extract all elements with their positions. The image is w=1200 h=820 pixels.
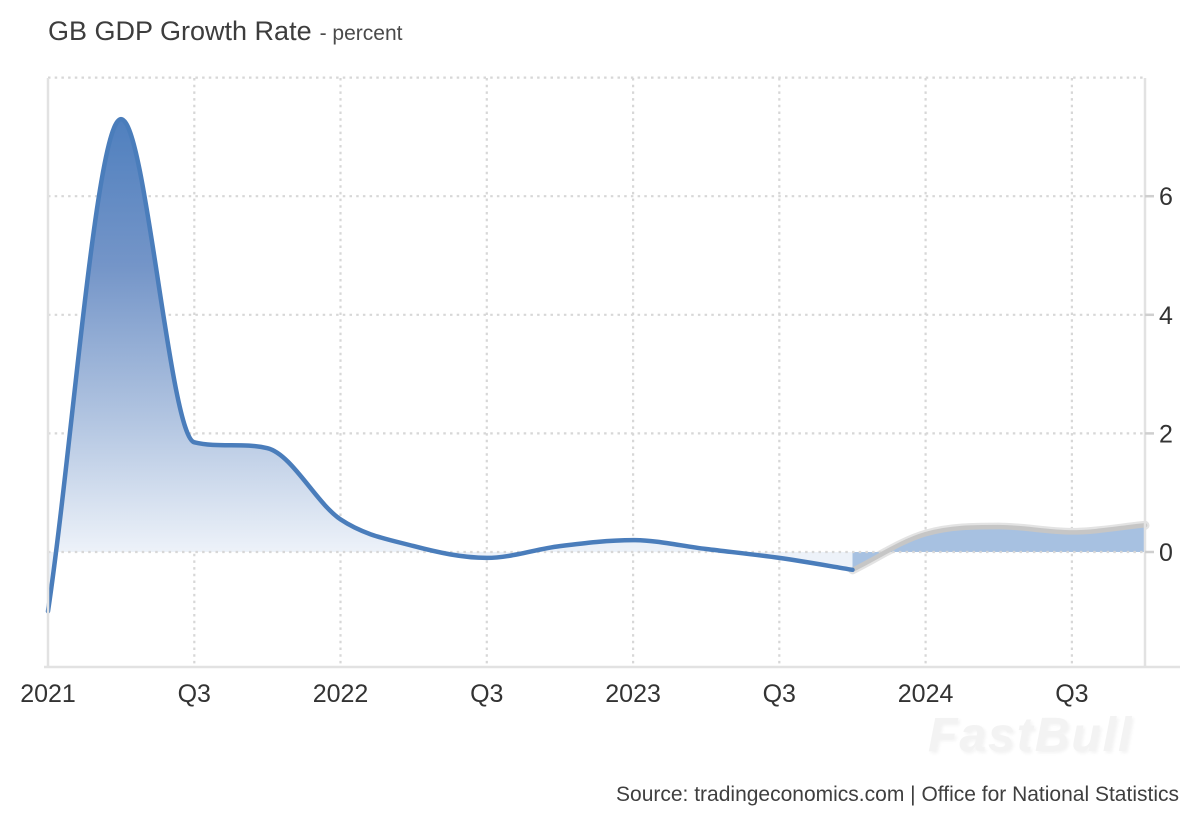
y-tick-label: 6 [1159,183,1173,211]
chart-title-bar: GB GDP Growth Rate - percent [48,16,402,47]
actual-area-fill [48,119,853,612]
y-tick-label: 4 [1159,302,1173,330]
x-tick-label: Q3 [470,680,503,708]
x-tick-label: 2021 [20,680,76,708]
watermark-fastbull: FastBull [928,709,1134,762]
page-title: GB GDP Growth Rate [48,16,312,46]
forecast-line [850,523,1148,573]
x-tick-label: Q3 [763,680,796,708]
x-tick-label: Q3 [1055,680,1088,708]
x-tick-label: Q3 [178,680,211,708]
y-tick-label: 2 [1159,420,1173,448]
page-subtitle: - percent [319,22,403,45]
x-tick-label: 2024 [898,680,954,708]
x-tick-label: 2023 [605,680,661,708]
actual-line [45,116,855,614]
x-tick-label: 2022 [313,680,369,708]
source-attribution: Source: tradingeconomics.com | Office fo… [616,783,1179,806]
y-tick-label: 0 [1159,539,1173,567]
